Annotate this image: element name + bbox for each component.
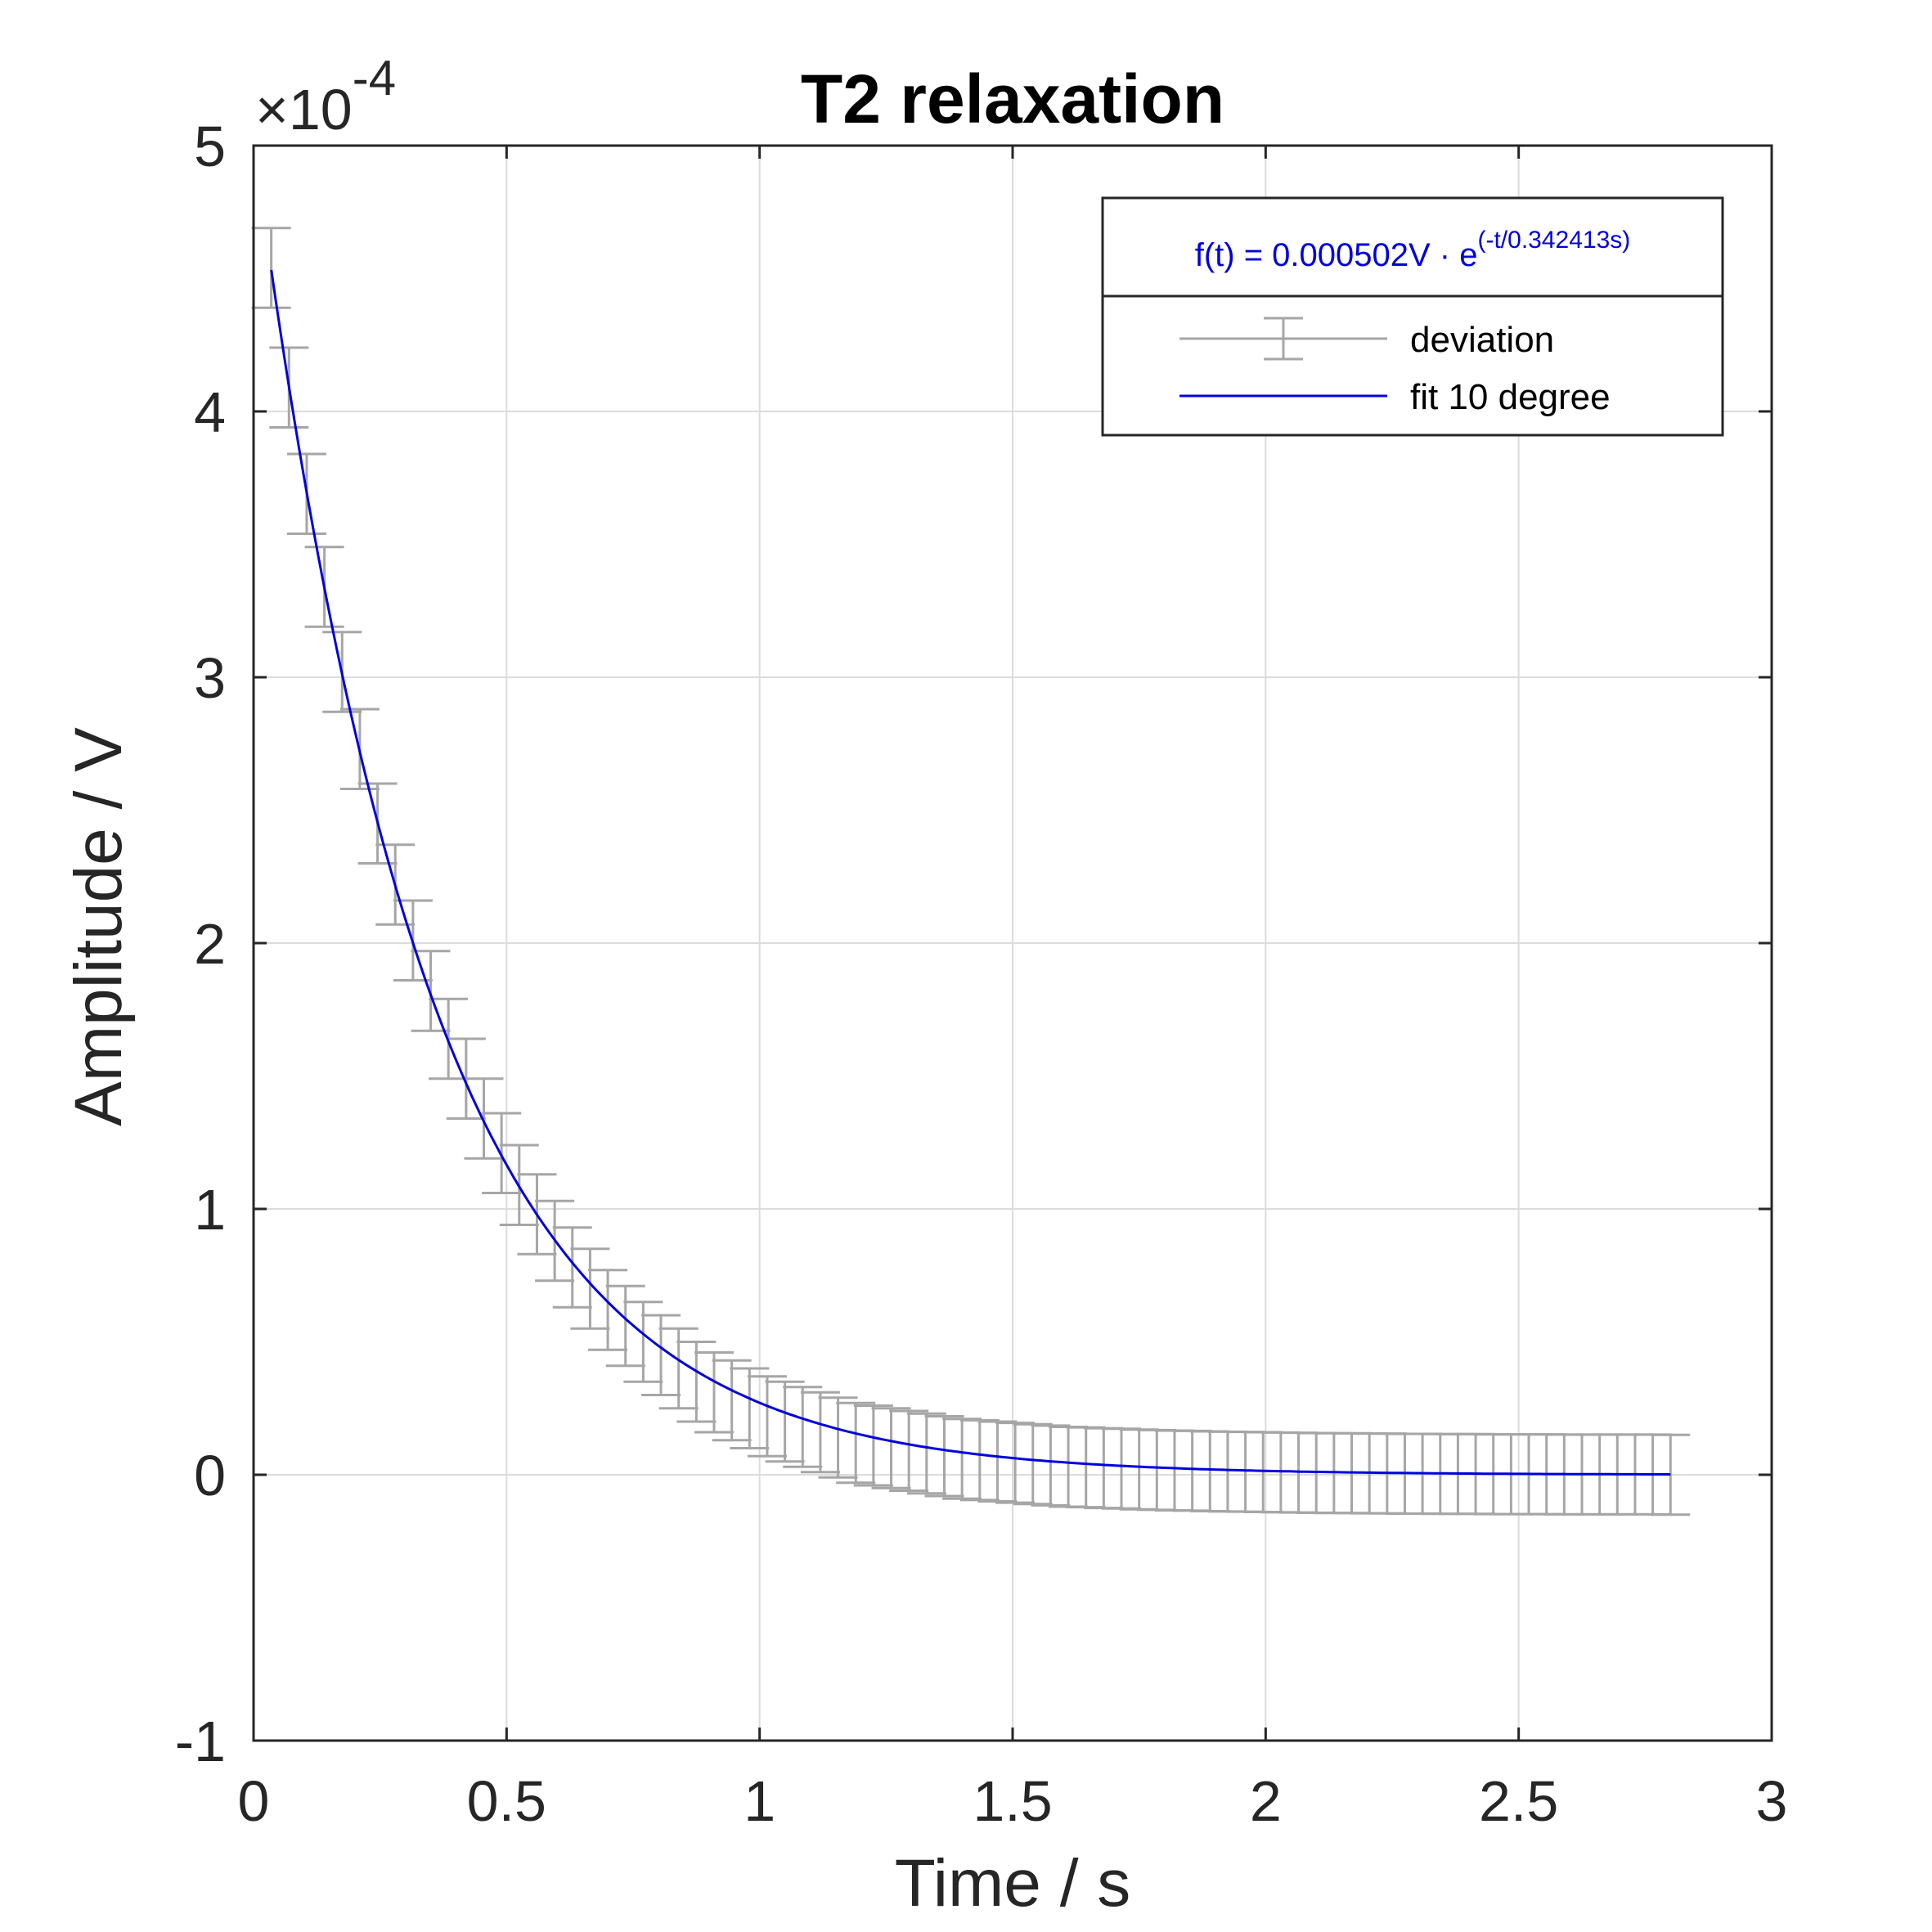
x-tick-label-2: 1: [744, 1769, 775, 1833]
y-tick-label-6: 5: [194, 115, 226, 178]
legend-label-fit: fit 10 degree: [1410, 377, 1611, 417]
y-tick-label-1: 0: [194, 1444, 226, 1507]
errorbar-point: [783, 1386, 823, 1468]
errorbar-point: [924, 1415, 964, 1498]
legend-label-deviation: deviation: [1410, 320, 1554, 360]
y-axis-label: Amplitude / V: [61, 727, 136, 1126]
y-tick-label-2: 1: [194, 1178, 226, 1242]
x-tick-label-6: 3: [1756, 1769, 1788, 1833]
x-tick-label-4: 2: [1250, 1769, 1282, 1833]
errorbar-point: [694, 1351, 734, 1434]
legend-formula: f(t) = 0.000502V · e(-t/0.342413s): [1195, 227, 1631, 273]
y-tick-label-0: -1: [175, 1710, 226, 1773]
errorbar-point: [251, 227, 291, 309]
y-tick-label-3: 2: [194, 912, 226, 976]
legend: f(t) = 0.000502V · e(-t/0.342413s) devia…: [1101, 196, 1724, 437]
errorbar-point: [464, 1077, 504, 1160]
errorbar-point: [906, 1412, 946, 1495]
errorbar-point: [1013, 1422, 1053, 1506]
errorbar-point: [605, 1284, 645, 1368]
errorbar-point: [730, 1367, 770, 1449]
axes: [252, 144, 1773, 1742]
errorbar-point: [552, 1226, 592, 1309]
errorbar-point: [747, 1375, 787, 1458]
errorbar-point: [676, 1341, 717, 1423]
x-tick-label-3: 1.5: [973, 1769, 1052, 1833]
y-scale-factor-base: ×10: [255, 78, 353, 142]
errorbar-point: [977, 1420, 1018, 1503]
errorbar-point: [942, 1418, 982, 1500]
fit-curve: [270, 269, 1671, 1476]
errorbar-point: [871, 1407, 911, 1489]
legend-entry-deviation: deviation: [1179, 317, 1554, 361]
errorbar-point: [818, 1396, 858, 1479]
errorbar-point: [1031, 1424, 1071, 1507]
errorbar-point: [889, 1409, 929, 1492]
errorbar-point: [588, 1269, 628, 1351]
errorbar-point: [800, 1391, 840, 1474]
errorbar-point: [765, 1380, 805, 1463]
errorbar-point: [995, 1422, 1036, 1504]
legend-entry-fit: fit 10 degree: [1179, 377, 1611, 417]
errorbar-point: [959, 1418, 1000, 1502]
y-tick-label-5: 4: [194, 380, 226, 444]
y-scale-factor-exponent: -4: [353, 51, 396, 106]
errorbar-point: [570, 1247, 610, 1330]
chart-title: T2 relaxation: [801, 61, 1224, 137]
x-axis-label: Time / s: [895, 1846, 1131, 1921]
errorbar-point: [836, 1401, 876, 1485]
errorbar-point: [712, 1359, 752, 1442]
errorbar-point: [853, 1404, 893, 1487]
x-tick-label-0: 0: [238, 1769, 270, 1833]
legend-formula-base: f(t) = 0.000502V · e: [1195, 237, 1478, 273]
x-tick-label-1: 0.5: [467, 1769, 546, 1833]
fit-series: [270, 269, 1671, 1476]
x-tick-label-5: 2.5: [1479, 1769, 1558, 1833]
y-scale-factor: ×10-4: [255, 51, 396, 142]
y-tick-label-4: 3: [194, 646, 226, 710]
legend-formula-exponent: (-t/0.342413s): [1477, 227, 1630, 254]
